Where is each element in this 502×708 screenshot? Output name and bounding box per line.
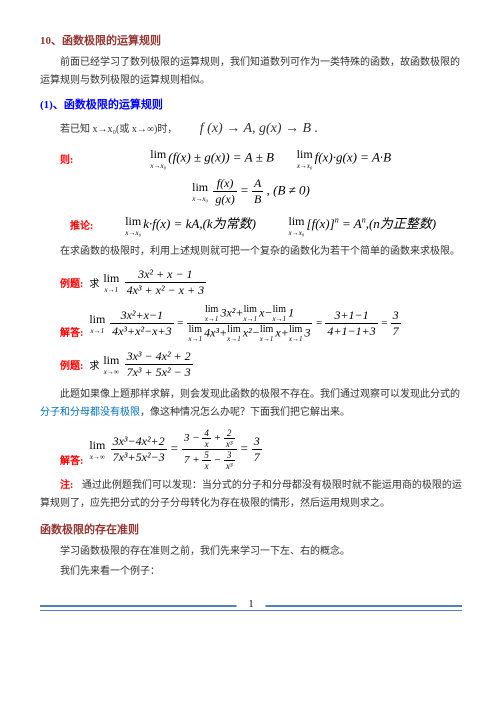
label-solution-1: 解答: xyxy=(40,324,89,343)
solution-1-formula: limx→1 3x²+x−14x³+x²−x+3 = limx→13x²+lim… xyxy=(89,304,400,343)
label-example-1: 例题: xyxy=(40,275,89,290)
condition-formula: f (x) → A, g(x) → B . xyxy=(180,116,318,141)
solution-2-row: 解答: limx→∞ 3x³−4x²+27x³+5x²−3 = 3 − 4x +… xyxy=(40,428,462,471)
example-1-formula: limx→1 3x² + x − 14x³ + x² − x + 3 xyxy=(103,267,206,298)
paragraph-6: 学习函数极限的存在准则之前，我们先来学习一下左、右的概念。 xyxy=(40,543,462,561)
label-note: 注: xyxy=(60,480,79,491)
condition-line: 若已知 x→x₀(或 x→∞)时， f (x) → A, g(x) → B . xyxy=(40,116,462,141)
section-heading-exist: 函数极限的存在准则 xyxy=(40,521,462,537)
paragraph-4: 此题如果像上题那样求解，则会发现此函数的极限不存在。我们通过观察可以发现此分式的… xyxy=(40,386,462,422)
label-then-1: 则: xyxy=(40,151,79,166)
p4-part-c: ，像这种情况怎么办呢？下面我们把它解出来。 xyxy=(140,407,350,418)
rule-row-1: 则: limx→x₀(f(x) ± g(x)) = A ± B limx→x₀f… xyxy=(40,147,462,170)
rule-1-formulas: limx→x₀(f(x) ± g(x)) = A ± B limx→x₀f(x)… xyxy=(79,147,462,170)
p4-part-a: 此题如果像上题那样求解，则会发现此函数的极限不存在。我们通过观察可以发现此分式的 xyxy=(60,389,460,400)
page-number: 1 xyxy=(237,599,266,610)
example-2-qiu: 求 xyxy=(89,357,103,372)
corollary-formulas: limx→x₀k·f(x) = kA,(k为常数) limx→x₀[f(x)]n… xyxy=(99,213,462,237)
solution-1-row: 解答: limx→1 3x²+x−14x³+x²−x+3 = limx→13x²… xyxy=(40,304,462,343)
label-solution-2: 解答: xyxy=(40,452,89,471)
note-text: 通过此例题我们可以发现：当分式的分子和分母都没有极限时就不能运用商的极限的运算规… xyxy=(40,480,462,509)
example-2-row: 例题: 求 limx→∞ 3x³ − 4x² + 27x³ + 5x² − 3 xyxy=(40,349,462,380)
paragraph-3: 在求函数的极限时，利用上述规则就可把一个复杂的函数化为若干个简单的函数来求极限。 xyxy=(40,243,462,261)
label-example-2: 例题: xyxy=(40,357,89,372)
p4-highlight: 分子和分母都没有极限 xyxy=(40,407,140,418)
label-corollary: 推论: xyxy=(40,217,99,232)
section-heading-10: 10、函数极限的运算规则 xyxy=(40,32,462,48)
corollary-row: 推论: limx→x₀k·f(x) = kA,(k为常数) limx→x₀[f(… xyxy=(40,213,462,237)
rule-2-formula: limx→x₀ f(x)g(x) = AB , (B ≠ 0) xyxy=(192,176,310,207)
condition-prefix: 若已知 x→x₀(或 x→∞)时， xyxy=(60,124,177,135)
paragraph-7: 我们先来看一个例子： xyxy=(40,563,462,581)
footer-rule: 1 xyxy=(40,605,462,611)
note-paragraph: 注: 通过此例题我们可以发现：当分式的分子和分母都没有极限时就不能运用商的极限的… xyxy=(40,477,462,513)
page-container: 10、函数极限的运算规则 前面已经学习了数列极限的运算规则，我们知道数列可作为一… xyxy=(0,0,502,650)
intro-paragraph: 前面已经学习了数列极限的运算规则，我们知道数列可作为一类特殊的函数，故函数极限的… xyxy=(40,54,462,90)
example-1-row: 例题: 求 limx→1 3x² + x − 14x³ + x² − x + 3 xyxy=(40,267,462,298)
rule-2-block: limx→x₀ f(x)g(x) = AB , (B ≠ 0) xyxy=(40,176,462,207)
solution-2-formula: limx→∞ 3x³−4x²+27x³+5x²−3 = 3 − 4x + 2x³… xyxy=(89,428,261,471)
example-2-formula: limx→∞ 3x³ − 4x² + 27x³ + 5x² − 3 xyxy=(103,349,192,380)
rule-1-left: limx→x₀(f(x) ± g(x)) = A ± B limx→x₀f(x)… xyxy=(150,147,391,170)
subheading-1: (1)、函数极限的运算规则 xyxy=(40,96,462,112)
example-1-qiu: 求 xyxy=(89,275,103,290)
